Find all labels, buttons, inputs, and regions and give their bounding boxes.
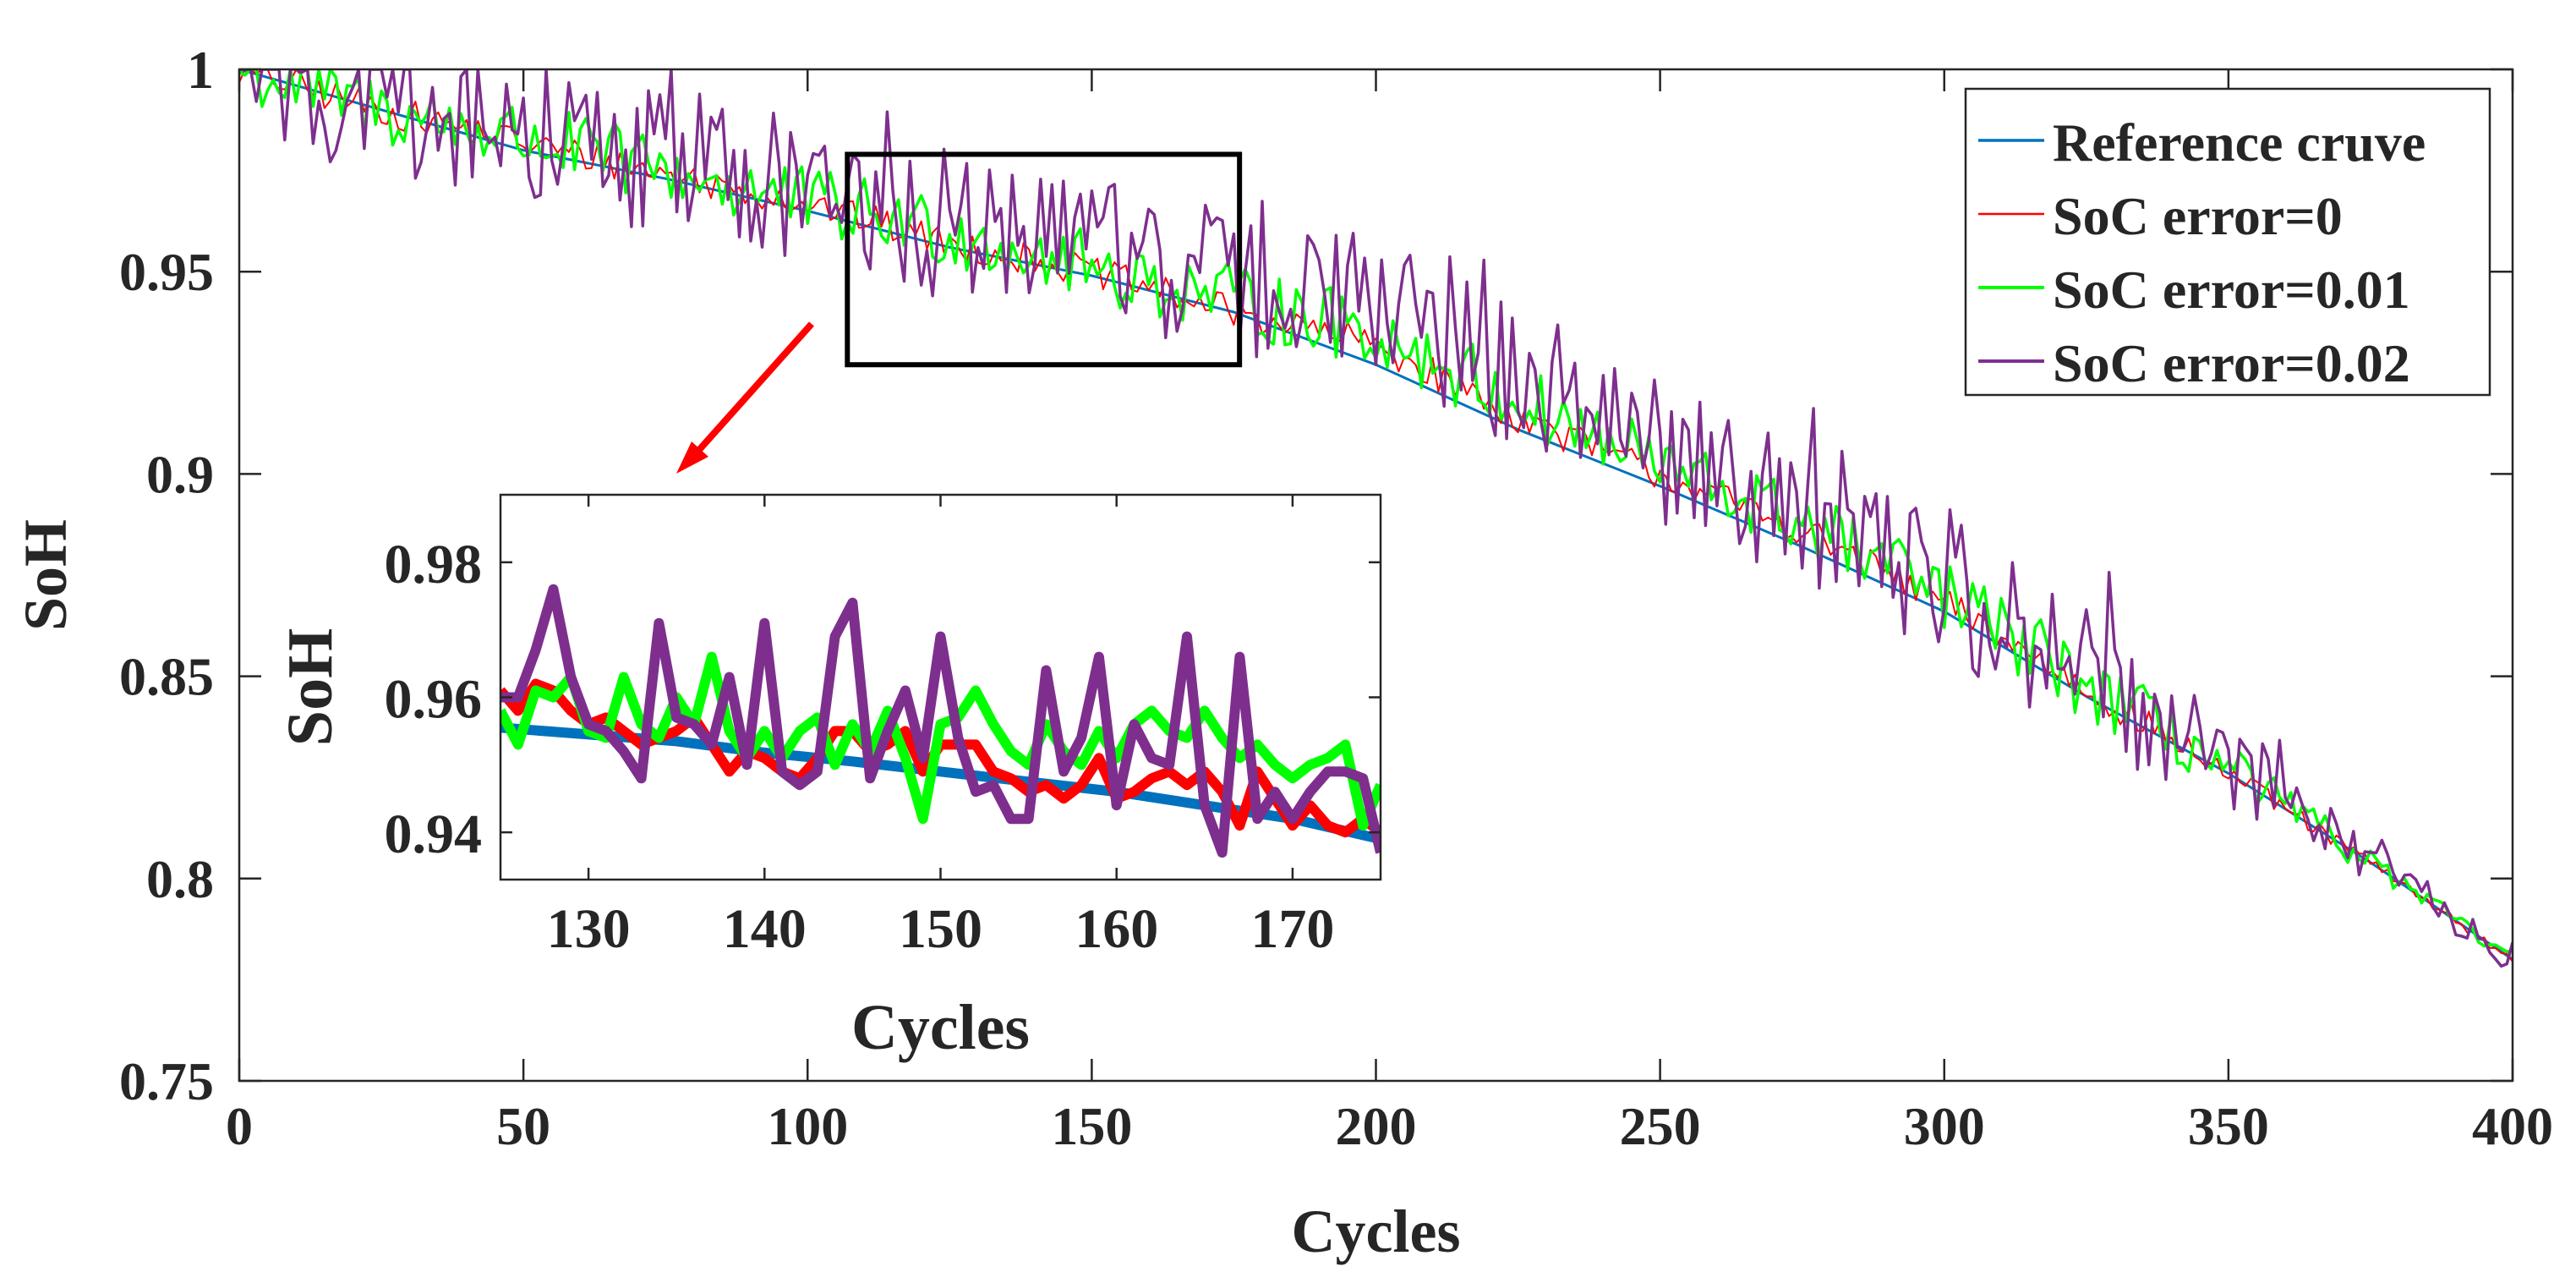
main-x-tick-label: 300	[1904, 1096, 1985, 1156]
zoom-arrow-head	[676, 441, 708, 474]
main-x-tick-label: 0	[226, 1096, 253, 1156]
inset-x-axis-label: Cycles	[851, 992, 1030, 1063]
legend-label-3: SoC error=0.02	[2053, 333, 2410, 393]
inset-y-tick-label: 0.96	[385, 668, 483, 730]
main-y-tick-label: 0.85	[119, 647, 214, 707]
inset-y-axis-label: SoH	[275, 628, 346, 746]
legend-label-2: SoC error=0.01	[2053, 260, 2410, 320]
main-y-tick-label: 0.8	[146, 849, 214, 909]
inset-x-tick-label: 130	[547, 898, 631, 960]
inset-x-tick-label: 150	[899, 898, 982, 960]
legend: Reference cruve SoC error=0 SoC error=0.01…	[1964, 87, 2491, 397]
main-x-tick-label: 100	[767, 1096, 848, 1156]
zoom-arrow-line	[689, 321, 814, 461]
inset-x-tick-label: 170	[1250, 898, 1334, 960]
main-x-tick-label: 350	[2188, 1096, 2269, 1156]
inset-y-tick-label: 0.98	[385, 534, 483, 595]
inset-x-tick-label: 160	[1075, 898, 1158, 960]
inset-x-tick-label: 140	[723, 898, 807, 960]
legend-label-0: Reference cruve	[2053, 112, 2426, 173]
main-x-axis-label: Cycles	[1292, 1198, 1461, 1265]
main-y-axis-label: SoH	[12, 519, 79, 631]
inset-axes: 130 140 150 160 170 0.94 0.96 0.98 Cycles SoH	[275, 493, 1382, 1063]
main-y-tick-label: 0.9	[146, 444, 214, 504]
zoom-highlight-box	[845, 151, 1243, 368]
main-y-tick-label: 0.95	[119, 242, 214, 302]
main-x-tick-label: 200	[1336, 1096, 1417, 1156]
main-x-tick-label: 50	[496, 1096, 550, 1156]
inset-series-group	[500, 584, 1381, 858]
main-series-group	[239, 69, 2513, 968]
legend-label-1: SoC error=0	[2053, 186, 2343, 246]
main-x-tick-label: 250	[1620, 1096, 1701, 1156]
main-x-tick-label: 150	[1051, 1096, 1132, 1156]
main-y-tick-label: 0.75	[119, 1051, 214, 1111]
main-y-tick-label: 1	[187, 40, 214, 100]
main-x-tick-label: 400	[2472, 1096, 2553, 1156]
inset-series-line-3	[500, 584, 1381, 858]
main-series-line-3	[239, 69, 2513, 968]
inset-y-tick-label: 0.94	[385, 803, 483, 865]
legend-box	[1964, 87, 2491, 397]
